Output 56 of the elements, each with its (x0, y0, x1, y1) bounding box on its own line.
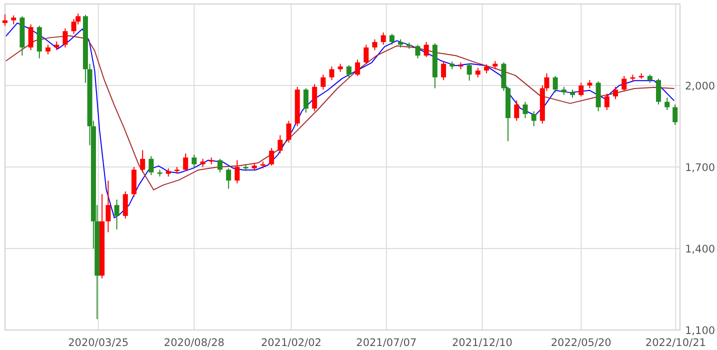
candlestick (346, 64, 352, 78)
candlestick (531, 110, 536, 127)
candlestick (183, 152, 188, 172)
candlestick (320, 74, 326, 90)
candlestick (475, 67, 480, 78)
x-tick-label: 2022/05/20 (550, 337, 612, 349)
candlestick (424, 42, 429, 58)
candlestick (415, 44, 420, 59)
candlestick (303, 88, 308, 114)
x-tick-label: 2021/12/10 (452, 337, 512, 349)
candlestick (226, 168, 232, 190)
candlestick (355, 59, 360, 76)
candlestick (114, 199, 120, 230)
candlestick (329, 66, 334, 81)
candlestick (656, 78, 662, 106)
candlestick (234, 160, 240, 184)
candlestick (364, 44, 369, 64)
x-tick-label: 2022/10/21 (645, 337, 706, 349)
candlestick (140, 150, 146, 173)
candlestick (389, 33, 394, 46)
candlestick (664, 97, 670, 110)
candlestick (466, 63, 472, 82)
candlestick (441, 60, 446, 81)
candlestick (286, 120, 292, 144)
candlestick (106, 180, 111, 233)
candlestick (62, 28, 68, 48)
candlestick (522, 101, 528, 119)
candlestick (269, 147, 274, 166)
candlestick (552, 75, 558, 93)
y-tick-label: 1,100 (685, 325, 716, 337)
candlestick (45, 44, 50, 55)
candlestick (148, 156, 154, 176)
candlestick (122, 190, 128, 220)
x-tick-label: 2021/07/07 (356, 337, 417, 349)
candlestick (622, 75, 627, 92)
candlestick (372, 38, 378, 51)
candlestick (28, 24, 34, 51)
x-tick-label: 2020/03/25 (68, 337, 129, 349)
candlestick (672, 104, 678, 126)
candlestick (613, 86, 618, 100)
candlestick (380, 32, 386, 46)
y-tick-label: 1,400 (685, 244, 716, 256)
candlestick (514, 100, 520, 122)
y-tick-label: 1,700 (685, 162, 716, 174)
y-tick-label: 2,000 (685, 80, 716, 92)
x-tick-label: 2020/08/28 (164, 337, 224, 349)
candlestick (604, 93, 610, 110)
candlestick (192, 154, 197, 168)
x-tick-label: 2021/02/02 (260, 337, 322, 349)
candlestick (217, 158, 222, 173)
candlestick (578, 82, 584, 97)
line-series (6, 22, 674, 218)
candlestick (312, 84, 318, 112)
line-series (6, 35, 674, 190)
candlestick (278, 134, 283, 154)
candlestick (2, 14, 8, 26)
